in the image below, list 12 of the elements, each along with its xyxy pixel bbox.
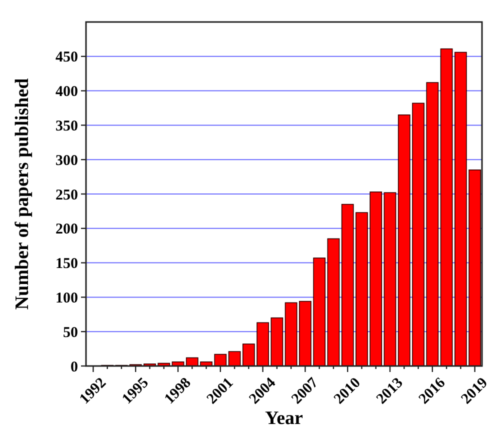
y-tick-label: 50 — [63, 324, 78, 341]
y-tick-label: 400 — [56, 84, 78, 100]
y-tick-label: 150 — [56, 256, 78, 272]
y-tick-label: 0 — [70, 359, 78, 376]
y-tick-label: 250 — [56, 187, 78, 204]
y-tick-label: 200 — [56, 222, 78, 238]
y-tick-label: 450 — [56, 50, 78, 66]
y-tick-label: 350 — [56, 118, 78, 134]
y-axis-title: Number of papers published — [12, 78, 33, 310]
y-tick-label: 100 — [56, 290, 78, 306]
y-tick-label: 300 — [56, 152, 78, 169]
x-axis-title: Year — [265, 408, 304, 429]
